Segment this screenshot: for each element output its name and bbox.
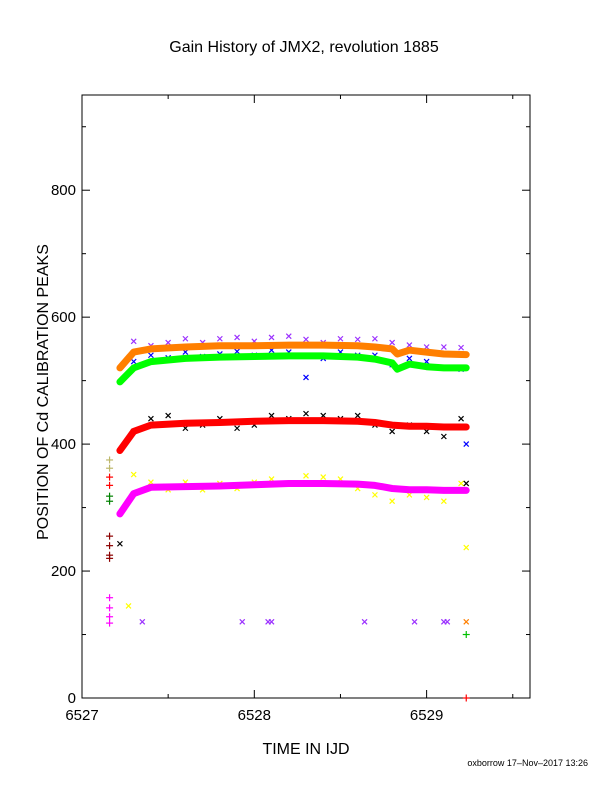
x-tick-label: 6528 <box>238 707 271 724</box>
series-2-point <box>440 433 447 440</box>
y-tick-label: 0 <box>68 690 76 707</box>
series-0-point <box>406 342 413 349</box>
series-1-point <box>303 374 309 381</box>
series-2-point <box>165 412 172 419</box>
series-0-point <box>216 335 223 342</box>
series-0-point <box>303 336 309 343</box>
series-16-point <box>463 544 470 551</box>
series-2-point <box>147 415 154 422</box>
series-13-point <box>139 618 146 625</box>
series-1-point <box>406 355 413 362</box>
series-3-point <box>440 498 447 505</box>
chart-title: Gain History of JMX2, revolution 1885 <box>169 39 439 56</box>
series-13-point <box>361 618 368 625</box>
series-0-point <box>371 335 378 342</box>
series-10-point <box>106 456 114 464</box>
series-0-point <box>354 336 361 343</box>
series-13-point <box>444 618 451 625</box>
x-tick-label: 6527 <box>65 707 98 724</box>
series-17-point <box>463 480 470 487</box>
series-3-point <box>320 474 327 481</box>
series-0-point <box>165 339 172 346</box>
series-0-point <box>337 335 344 342</box>
series-1-point <box>130 358 137 365</box>
series-12-point <box>106 604 114 612</box>
series-1-point <box>234 348 241 355</box>
x-axis-label: TIME IN IJD <box>262 741 349 758</box>
series-13-point <box>411 618 418 625</box>
series-0-point <box>440 344 447 350</box>
series-5-line <box>116 352 470 386</box>
series-9-point <box>106 481 114 489</box>
series-8-point <box>106 554 114 562</box>
y-tick-label: 400 <box>51 436 76 453</box>
series-3-point <box>130 471 137 478</box>
series-3-point <box>389 498 396 505</box>
series-16-point <box>125 603 132 609</box>
series-11-point <box>106 497 114 505</box>
series-2-point <box>389 428 396 435</box>
series-4-line <box>116 341 470 372</box>
series-3-point <box>303 472 309 479</box>
footer-credit: oxborrow 17–Nov–2017 13:26 <box>467 758 588 768</box>
plot-frame <box>81 94 531 699</box>
series-3-point <box>371 491 378 498</box>
series-15-point <box>462 631 470 639</box>
series-3-point <box>423 494 430 501</box>
series-9-point <box>462 694 470 702</box>
series-0-point <box>268 334 275 341</box>
series-2-point <box>303 410 309 417</box>
series-12-point <box>106 619 114 627</box>
series-0-point <box>130 338 137 345</box>
series-2-point <box>268 412 275 419</box>
series-0-point <box>389 339 396 346</box>
series-13-point <box>239 618 246 625</box>
series-2-point <box>458 415 465 422</box>
series-12-point <box>106 613 114 621</box>
series-9-point <box>106 473 114 481</box>
x-tick-label: 6529 <box>410 707 443 724</box>
series-1-point <box>147 352 154 359</box>
series-0-point <box>458 344 465 351</box>
series-8-point <box>106 542 114 550</box>
series-7-line <box>116 480 470 518</box>
y-tick-label: 200 <box>51 563 76 580</box>
y-tick-label: 800 <box>51 182 76 199</box>
y-axis-label: POSITION OF Cd CALIBRATION PEAKS <box>35 244 52 540</box>
series-0-point <box>182 335 189 342</box>
series-13-point <box>268 618 275 625</box>
series-14-point <box>463 618 470 625</box>
series-2-point <box>234 425 241 432</box>
series-10-point <box>106 464 114 472</box>
series-3-point <box>458 480 465 487</box>
series-6-line <box>116 417 470 454</box>
series-17-point <box>116 540 123 547</box>
series-0-point <box>234 334 241 341</box>
series-8-point <box>106 532 114 540</box>
series-18-point <box>463 441 470 448</box>
series-12-point <box>106 594 114 602</box>
series-0-point <box>285 333 292 340</box>
y-tick-label: 600 <box>51 309 76 326</box>
series-2-point <box>354 412 361 419</box>
